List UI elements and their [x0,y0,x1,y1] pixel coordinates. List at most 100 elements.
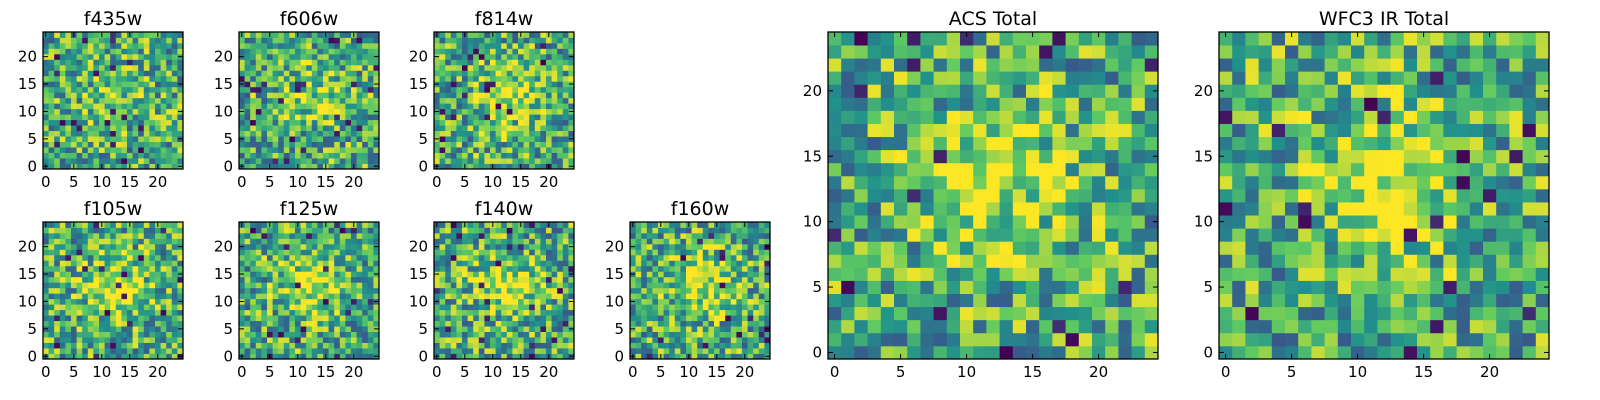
heatmap-cell [155,158,161,164]
heatmap-cell [272,163,279,170]
heatmap-cell [132,331,139,338]
heatmap-cell [686,331,692,338]
heatmap-cell [725,271,732,278]
heatmap-cell [48,125,55,132]
heatmap-cell [149,81,156,88]
heatmap-cell [356,141,363,148]
heatmap-cell [1065,241,1080,255]
heatmap-cell [867,175,882,190]
heatmap-cell [736,304,743,311]
heatmap-cell [43,42,49,49]
heatmap-cell [166,81,173,88]
heatmap-cell [1026,175,1040,190]
heatmap-cell [328,125,335,132]
heatmap-cell [562,309,569,316]
heatmap-cell [854,241,868,255]
heatmap-cell [339,163,346,170]
heatmap-cell [484,92,491,99]
heatmap-cell [439,92,446,99]
heatmap-cell [540,53,547,60]
heatmap-cell [351,265,357,272]
heatmap-cell [334,53,341,60]
heatmap-cell [764,276,771,283]
heatmap-cell [272,298,279,305]
heatmap-cell [127,287,133,294]
x-tick-label: 0 [432,173,442,191]
heatmap-cell [317,342,324,349]
heatmap-cell [272,309,279,316]
heatmap-cell [473,353,480,360]
heatmap-cell [490,298,496,305]
heatmap-cell [155,42,161,49]
heatmap-cell [506,232,513,239]
heatmap-cell [362,125,369,132]
heatmap-cell [295,331,301,338]
heatmap-cell [311,232,318,239]
heatmap-cell [138,337,145,343]
heatmap-cell [450,320,457,327]
heatmap-cell [110,70,117,77]
heatmap-cell [473,293,480,300]
heatmap-cell [658,232,664,239]
heatmap-cell [155,254,161,261]
heatmap-cell [551,86,558,93]
x-tick-label: 15 [120,363,139,381]
heatmap-cell [540,331,547,338]
heatmap-cell [345,114,352,121]
heatmap-cell [680,282,687,289]
heatmap-cell [373,92,380,99]
heatmap-cell [434,103,440,110]
heatmap-cell [714,265,720,272]
heatmap-cell [345,158,352,164]
heatmap-cell [250,326,257,332]
heatmap-cell [490,331,496,338]
y-tick-label: 20 [605,238,624,256]
heatmap-cell [267,130,273,137]
heatmap-cell [127,42,133,49]
heatmap-cell [753,326,760,332]
heatmap-cell [714,243,720,250]
heatmap-cell [999,162,1014,177]
heatmap-cell [473,282,480,289]
heatmap-cell [714,293,720,300]
heatmap-cell [674,265,681,272]
heatmap-cell [76,32,83,38]
heatmap-cell [65,119,72,126]
heatmap-cell [506,97,513,104]
heatmap-cell [166,232,173,239]
heatmap-cell [177,309,184,316]
heatmap-cell [323,331,329,338]
heatmap-cell [663,260,670,267]
heatmap-cell [244,108,251,115]
heatmap-cell [261,271,268,278]
heatmap-cell [138,282,145,289]
heatmap-cell [289,309,296,316]
heatmap-cell [546,320,552,327]
heatmap-cell [59,287,66,294]
heatmap-cell [177,114,184,121]
heatmap-cell [714,232,720,239]
heatmap-cell [529,37,536,44]
heatmap-cell [534,320,541,327]
heatmap-cell [473,342,480,349]
heatmap-cell [490,103,496,110]
heatmap-cell [87,265,94,272]
heatmap-cell [1012,241,1027,255]
heatmap-cell [110,130,117,137]
heatmap-cell [702,282,709,289]
heatmap-cell [747,304,754,311]
heatmap-cell [244,353,251,360]
heatmap-cell [674,276,681,283]
heatmap-cell [742,298,748,305]
heatmap-cell [351,59,357,66]
heatmap-cell [71,75,77,82]
heatmap-cell [48,81,55,88]
heatmap-cell [255,260,262,267]
heatmap-cell [534,103,541,110]
heatmap-cell [674,249,681,256]
heatmap-cell [495,136,502,142]
heatmap-cell [445,53,452,60]
heatmap-cell [339,37,346,44]
heatmap-cell [311,136,318,142]
heatmap-cell [362,97,369,104]
